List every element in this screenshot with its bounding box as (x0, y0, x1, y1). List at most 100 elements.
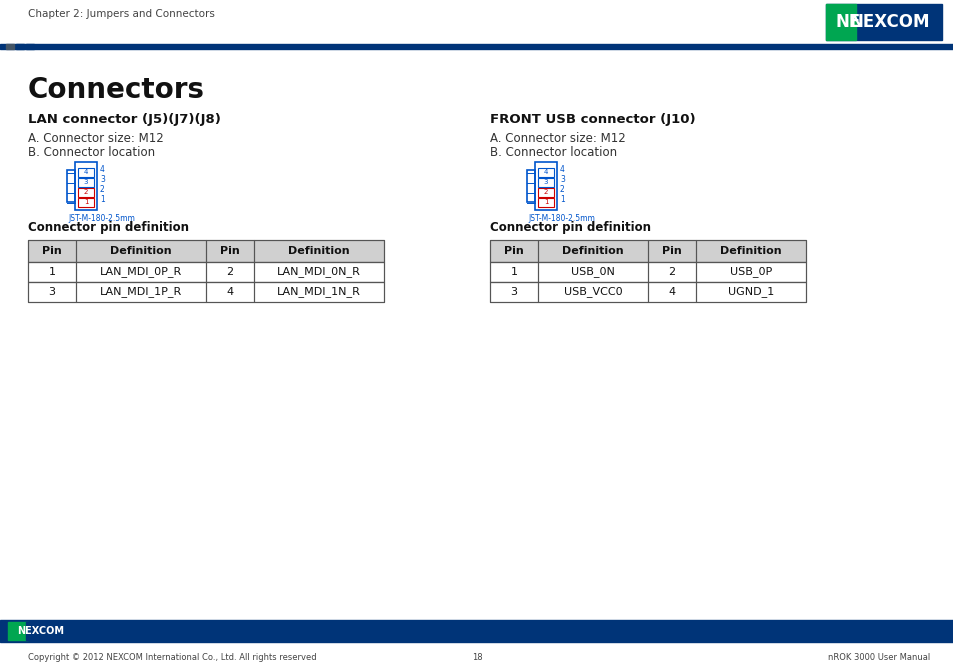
Text: JST-M-180-2.5mm: JST-M-180-2.5mm (68, 214, 134, 223)
Bar (490, 240, 805, 262)
Bar (76, 282, 206, 302)
Text: 3: 3 (100, 175, 105, 184)
Bar (8, 622, 28, 640)
Bar (78, 168, 94, 177)
Text: Definition: Definition (720, 246, 781, 256)
Text: NEXCOM: NEXCOM (849, 13, 929, 31)
Bar (490, 282, 805, 302)
Bar (76, 240, 206, 262)
Text: LAN_MDI_1N_R: LAN_MDI_1N_R (276, 286, 360, 298)
Text: LAN_MDI_1P_R: LAN_MDI_1P_R (100, 286, 182, 298)
Text: 2: 2 (559, 185, 564, 194)
Text: 4: 4 (226, 287, 233, 297)
Text: UGND_1: UGND_1 (727, 286, 773, 298)
Text: 4: 4 (543, 169, 548, 175)
Bar (75, 162, 97, 210)
Bar (490, 282, 537, 302)
Text: nROK 3000 User Manual: nROK 3000 User Manual (827, 653, 929, 661)
Bar (696, 282, 805, 302)
Bar (253, 240, 384, 262)
Bar (78, 178, 94, 187)
Text: 3: 3 (510, 287, 517, 297)
Text: Connectors: Connectors (28, 76, 205, 104)
Bar (78, 198, 94, 207)
Text: Definition: Definition (111, 246, 172, 256)
Text: 2: 2 (100, 185, 105, 194)
Text: 2: 2 (543, 190, 548, 196)
Text: NEXCOM: NEXCOM (17, 626, 65, 636)
Bar (537, 198, 554, 207)
Bar (647, 262, 696, 282)
Bar (206, 262, 253, 282)
Bar (28, 282, 384, 302)
Bar (535, 162, 557, 210)
Text: 1: 1 (559, 195, 564, 204)
Text: Pin: Pin (220, 246, 239, 256)
Bar (67, 170, 75, 202)
Text: 4: 4 (668, 287, 675, 297)
Text: 1: 1 (100, 195, 105, 204)
Text: 2: 2 (84, 190, 88, 196)
Text: B. Connector location: B. Connector location (490, 146, 617, 159)
Text: 4: 4 (100, 165, 105, 174)
Text: 4: 4 (84, 169, 88, 175)
Bar (206, 240, 253, 262)
Bar (28, 240, 76, 262)
Bar (537, 240, 647, 262)
Bar (490, 262, 537, 282)
Bar (490, 240, 537, 262)
Bar (537, 262, 647, 282)
Text: 3: 3 (543, 179, 548, 185)
Text: Connector pin definition: Connector pin definition (28, 222, 189, 235)
Bar (8, 622, 70, 640)
Text: LAN connector (J5)(J7)(J8): LAN connector (J5)(J7)(J8) (28, 114, 221, 126)
Text: 3: 3 (49, 287, 55, 297)
Bar (28, 240, 384, 262)
Bar (0, 642, 953, 672)
Text: 4: 4 (559, 165, 564, 174)
Bar (253, 262, 384, 282)
Text: 3: 3 (559, 175, 564, 184)
Text: Chapter 2: Jumpers and Connectors: Chapter 2: Jumpers and Connectors (28, 9, 214, 19)
Text: Pin: Pin (503, 246, 523, 256)
Bar (0, 0, 953, 42)
Text: 1: 1 (49, 267, 55, 277)
Text: Copyright © 2012 NEXCOM International Co., Ltd. All rights reserved: Copyright © 2012 NEXCOM International Co… (28, 653, 316, 661)
Bar (206, 282, 253, 302)
Text: 1: 1 (84, 200, 89, 206)
Bar (253, 282, 384, 302)
Bar (16, 44, 24, 49)
Bar (537, 178, 554, 187)
Text: USB_VCC0: USB_VCC0 (563, 286, 621, 298)
Text: 18: 18 (471, 653, 482, 661)
Text: 3: 3 (84, 179, 89, 185)
Bar (537, 168, 554, 177)
Bar (647, 240, 696, 262)
Text: A. Connector size: M12: A. Connector size: M12 (28, 132, 164, 144)
Bar (490, 262, 805, 282)
Text: A. Connector size: M12: A. Connector size: M12 (490, 132, 625, 144)
Bar (28, 282, 76, 302)
Text: USB_0N: USB_0N (571, 267, 615, 278)
Text: 2: 2 (226, 267, 233, 277)
Bar (26, 622, 70, 640)
Text: LAN_MDI_0N_R: LAN_MDI_0N_R (276, 267, 360, 278)
Text: LAN_MDI_0P_R: LAN_MDI_0P_R (100, 267, 182, 278)
Bar (0, 620, 953, 642)
Bar (537, 188, 554, 197)
Text: 1: 1 (543, 200, 548, 206)
Bar (696, 262, 805, 282)
Bar (28, 262, 76, 282)
Bar (526, 170, 535, 202)
Text: Pin: Pin (42, 246, 62, 256)
Bar (78, 188, 94, 197)
Text: 1: 1 (510, 267, 517, 277)
Text: Definition: Definition (561, 246, 623, 256)
Bar (26, 44, 34, 49)
Text: JST-M-180-2.5mm: JST-M-180-2.5mm (527, 214, 595, 223)
Text: FRONT USB connector (J10): FRONT USB connector (J10) (490, 114, 695, 126)
Text: B. Connector location: B. Connector location (28, 146, 155, 159)
Text: Connector pin definition: Connector pin definition (490, 222, 650, 235)
Text: NE: NE (835, 13, 860, 31)
Bar (696, 240, 805, 262)
